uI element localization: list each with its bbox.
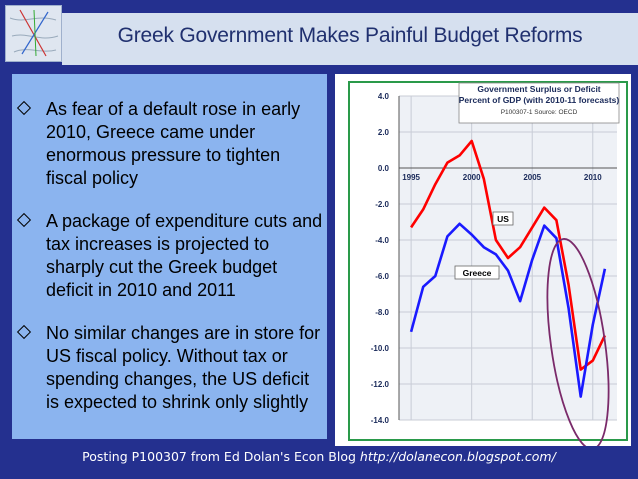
- y-tick-label: 2.0: [378, 128, 390, 137]
- title-band: [62, 13, 638, 65]
- globe-icon: [9, 9, 59, 57]
- chart-frame: 4.0 2.0 0.0 -2.0 -4.0 -6.0 -8.0 -10.0 -12.0 -14.0…: [335, 74, 631, 446]
- y-tick-label: -10.0: [371, 344, 390, 353]
- y-tick-label: 0.0: [378, 164, 390, 173]
- bullet-panel: As fear of a default rose in early 2010,…: [12, 74, 327, 439]
- footer: Posting P100307 from Ed Dolan's Econ Blo…: [0, 449, 638, 464]
- chart-subtitle: Percent of GDP (with 2010-11 forecasts): [459, 95, 620, 105]
- x-tick-label: 2000: [463, 173, 481, 182]
- diamond-bullet-icon: [16, 324, 32, 340]
- y-tick-label: -2.0: [375, 200, 389, 209]
- legend-box-greece: [454, 265, 500, 280]
- legend-label-greece: Greece: [463, 268, 492, 278]
- chart-title-box: [458, 82, 620, 124]
- series-line-us: [410, 139, 607, 371]
- legend-label-us: US: [497, 214, 509, 224]
- footer-url-link[interactable]: http://dolanecon.blogspot.com/: [359, 449, 556, 464]
- legend-box-us: [492, 211, 514, 226]
- x-tick-label: 1995: [402, 173, 420, 182]
- y-tick-label: -8.0: [375, 308, 389, 317]
- y-tick-label: -4.0: [375, 236, 389, 245]
- diamond-bullet-icon: [16, 100, 32, 116]
- chart-source: P100307-1 Source: OECD: [501, 109, 578, 116]
- x-tick-label: 2010: [584, 173, 602, 182]
- diamond-bullet-icon: [16, 212, 32, 228]
- footer-text: Posting P100307 from Ed Dolan's Econ Blo…: [82, 449, 360, 464]
- deficit-chart: 4.0 2.0 0.0 -2.0 -4.0 -6.0 -8.0 -10.0 -12.0 -14.0…: [348, 81, 628, 446]
- bullet-text: As fear of a default rose in early 2010,…: [46, 99, 301, 188]
- highlight-ellipse: [546, 238, 610, 446]
- y-tick-label: 4.0: [378, 92, 390, 101]
- y-tick-label: -14.0: [371, 416, 390, 425]
- x-tick-label: 2005: [523, 173, 541, 182]
- blog-logo: [5, 5, 62, 62]
- bullet-text: A package of expenditure cuts and tax in…: [46, 211, 323, 300]
- chart-title: Government Surplus or Deficit: [477, 84, 600, 94]
- y-tick-label: -12.0: [371, 380, 390, 389]
- slide-title: Greek Government Makes Painful Budget Re…: [117, 24, 583, 47]
- series-line-greece: [409, 222, 607, 398]
- bullet-text: No similar changes are in store for US f…: [46, 323, 321, 412]
- y-tick-label: -6.0: [375, 272, 389, 281]
